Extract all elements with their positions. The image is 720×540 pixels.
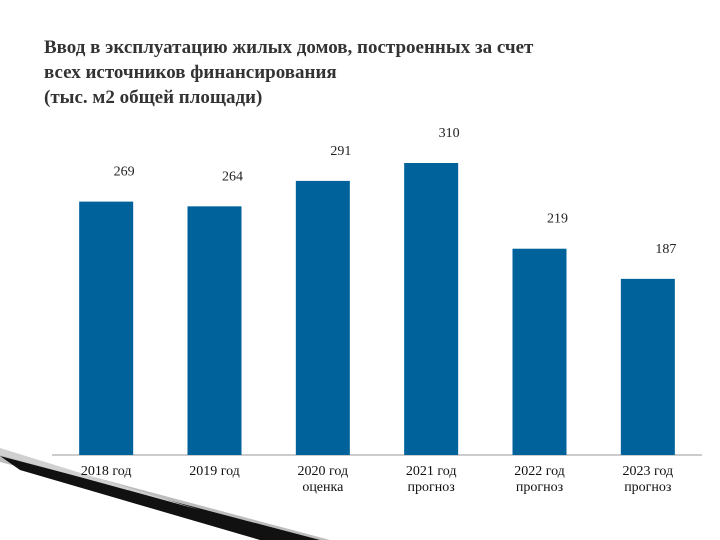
bar [295,180,350,455]
data-label: 269 [114,165,135,180]
x-tick-label: 2022 год прогноз [514,464,565,495]
bar [512,248,567,455]
chart-title: всех источников финансирования [44,62,337,83]
x-tick-label: 2020 год оценка [298,464,349,495]
data-label: 219 [547,212,568,227]
bar [404,163,459,455]
data-label: 264 [222,169,243,184]
data-label: 310 [439,126,460,141]
chart-title: Ввод в эксплуатацию жилых домов, построе… [44,37,534,58]
data-label: 187 [655,242,676,257]
data-label: 291 [330,144,351,159]
x-tick-label: 2019 год [189,464,240,479]
bar [620,278,675,455]
bar [79,201,134,455]
chart-title: (тыс. м2 общей площади) [44,87,262,108]
decoration [0,448,200,510]
x-tick-label: 2023 год прогноз [623,464,674,495]
bar [187,206,242,455]
x-tick-label: 2018 год [81,464,132,479]
x-tick-label: 2021 год прогноз [406,464,457,495]
